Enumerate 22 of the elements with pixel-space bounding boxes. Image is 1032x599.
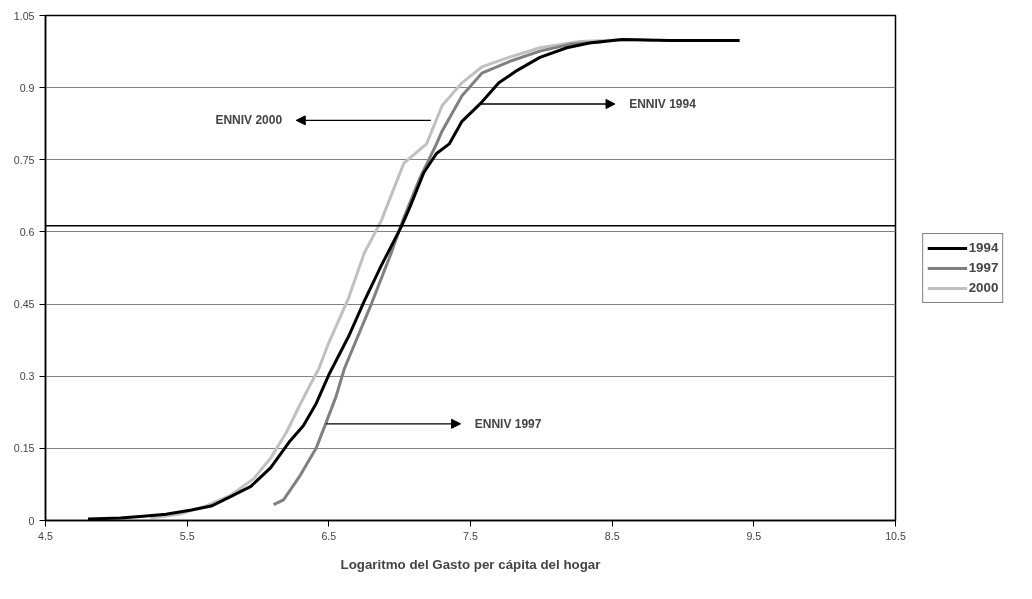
x-tick-label: 5.5 bbox=[179, 529, 195, 542]
y-tick-label: 0.3 bbox=[19, 370, 35, 383]
annotation: ENNIV 1994 bbox=[629, 97, 697, 111]
annotation: ENNIV 1997 bbox=[474, 416, 542, 431]
x-tick-label: 6.5 bbox=[321, 529, 337, 542]
x-tick-label: 8.5 bbox=[604, 529, 620, 542]
y-tick-label: 0.75 bbox=[13, 153, 35, 166]
x-tick-label: 7.5 bbox=[463, 529, 478, 542]
y-tick-label: 0 bbox=[28, 514, 35, 527]
legend-label: 1994 bbox=[968, 240, 999, 255]
annotation: ENNIV 2000 bbox=[215, 113, 283, 128]
x-tick-label: 9.5 bbox=[746, 529, 762, 542]
legend-label: 2000 bbox=[968, 280, 999, 295]
y-tick-label: 0.15 bbox=[13, 442, 35, 455]
y-tick-label: 1.05 bbox=[13, 9, 35, 22]
x-axis-title: Logaritmo del Gasto per cápita del hogar bbox=[340, 556, 601, 572]
y-tick-label: 0.45 bbox=[13, 298, 35, 311]
y-tick-label: 0.9 bbox=[19, 81, 35, 94]
x-tick-label: 10.5 bbox=[885, 529, 906, 542]
x-tick-label: 4.5 bbox=[38, 529, 53, 542]
y-tick-label: 0.6 bbox=[19, 225, 35, 238]
legend-label: 1997 bbox=[968, 260, 999, 275]
